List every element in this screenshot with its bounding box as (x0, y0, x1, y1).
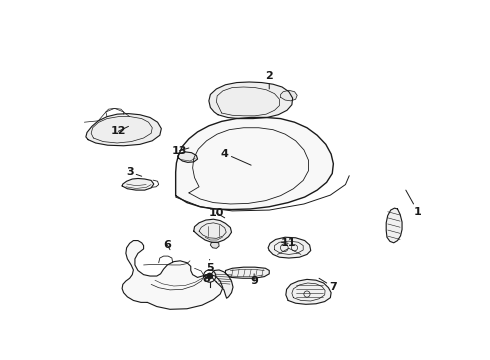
Polygon shape (268, 237, 311, 258)
Polygon shape (209, 82, 293, 118)
Text: 10: 10 (209, 208, 225, 218)
Polygon shape (210, 242, 219, 248)
Polygon shape (86, 114, 161, 146)
Polygon shape (386, 208, 402, 243)
Polygon shape (122, 179, 154, 190)
Text: 9: 9 (250, 274, 258, 286)
Polygon shape (281, 90, 297, 101)
Polygon shape (122, 240, 223, 309)
Polygon shape (177, 152, 197, 162)
Text: 6: 6 (164, 240, 171, 250)
Polygon shape (286, 279, 331, 304)
Text: 11: 11 (280, 238, 296, 248)
Polygon shape (194, 219, 231, 242)
Text: 13: 13 (172, 146, 189, 156)
Text: 3: 3 (126, 167, 142, 177)
Text: 2: 2 (266, 71, 273, 89)
Polygon shape (175, 117, 333, 210)
Text: 5: 5 (206, 260, 214, 273)
Circle shape (207, 273, 212, 279)
Polygon shape (225, 267, 269, 278)
Text: 8: 8 (202, 273, 210, 284)
Text: 1: 1 (406, 190, 422, 217)
Text: 4: 4 (221, 149, 251, 165)
Text: 7: 7 (319, 278, 337, 292)
Polygon shape (212, 270, 233, 298)
Text: 12: 12 (111, 126, 128, 136)
